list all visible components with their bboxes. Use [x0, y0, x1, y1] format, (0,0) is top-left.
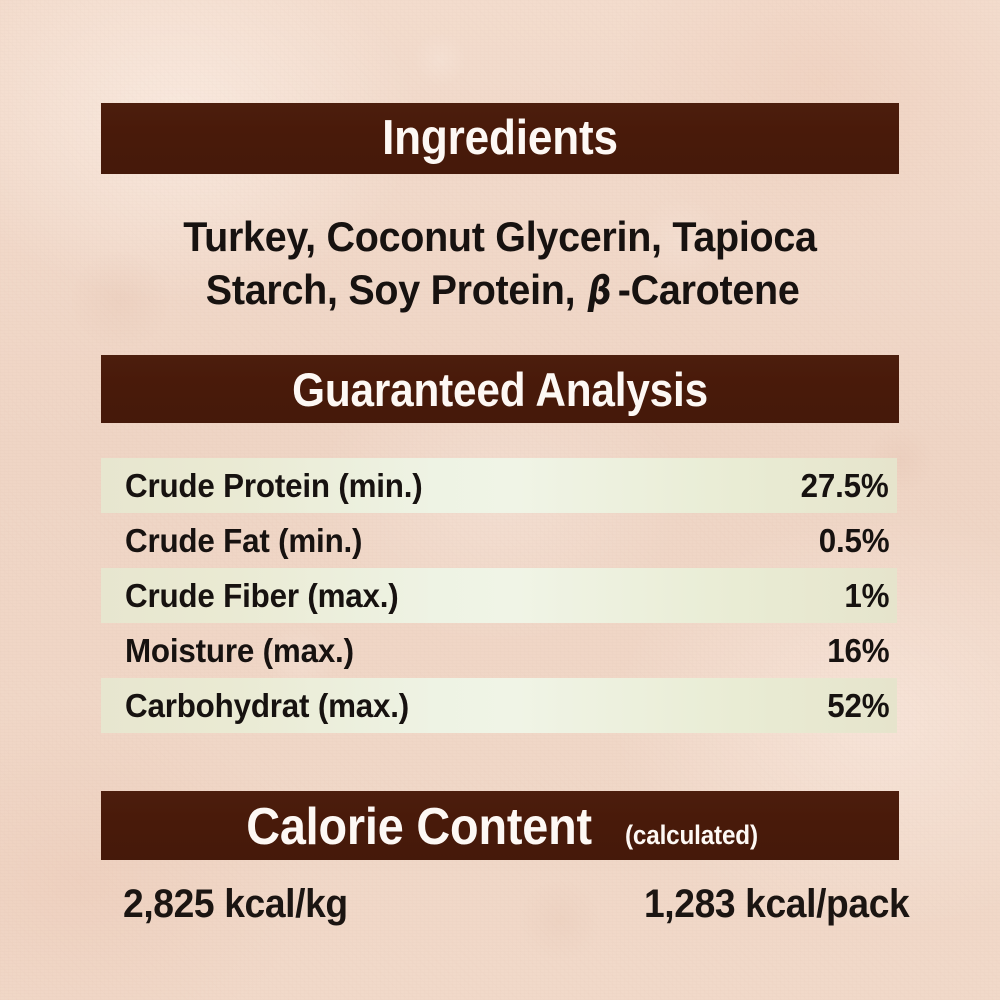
guaranteed-analysis-section-banner: Guaranteed Analysis	[101, 355, 899, 423]
nutrient-name: Crude Fat (min.)	[125, 522, 363, 559]
nutrient-value: 27.5%	[801, 467, 889, 504]
calorie-content-banner-subtitle: (calculated)	[625, 819, 759, 850]
table-row: Carbohydrat (max.) 52%	[101, 678, 897, 733]
calorie-content-banner-title: Calorie Content	[246, 797, 593, 856]
ingredients-line-2: Starch, Soy Protein, β -Carotene	[101, 263, 899, 318]
guaranteed-analysis-table: Crude Protein (min.) 27.5% Crude Fat (mi…	[101, 458, 897, 733]
calorie-values-row: 2,825 kcal/kg 1,283 kcal/pack	[101, 884, 911, 924]
calorie-banner-inner: Calorie Content (calculated)	[227, 801, 773, 853]
ingredients-line-2-tail: -Carotene	[618, 266, 800, 313]
guaranteed-analysis-banner-title: Guaranteed Analysis	[292, 362, 708, 416]
nutrient-name: Crude Fiber (max.)	[125, 577, 399, 614]
table-row: Crude Fat (min.) 0.5%	[101, 513, 897, 568]
calorie-per-pack-value: 1,283 kcal/pack	[643, 882, 910, 926]
nutrient-value: 0.5%	[818, 522, 889, 559]
nutrient-name: Moisture (max.)	[125, 632, 354, 669]
calorie-per-kg-value: 2,825 kcal/kg	[123, 882, 348, 926]
table-row: Moisture (max.) 16%	[101, 623, 897, 678]
table-row: Crude Fiber (max.) 1%	[101, 568, 897, 623]
ingredients-line-2-text: Starch, Soy Protein,	[206, 266, 576, 313]
ingredients-banner-title: Ingredients	[382, 111, 618, 165]
beta-symbol-glyph: β	[588, 269, 612, 314]
ingredients-line-1: Turkey, Coconut Glycerin, Tapioca	[101, 210, 899, 263]
nutrient-name: Crude Protein (min.)	[125, 467, 423, 504]
nutrient-value: 1%	[844, 577, 889, 614]
ingredients-line-1-text: Turkey, Coconut Glycerin, Tapioca	[183, 213, 817, 260]
ingredients-section-banner: Ingredients	[101, 103, 899, 174]
nutrient-name: Carbohydrat (max.)	[125, 687, 410, 724]
calorie-content-section-banner: Calorie Content (calculated)	[101, 791, 899, 860]
nutrient-value: 52%	[826, 687, 889, 724]
ingredients-list-text: Turkey, Coconut Glycerin, Tapioca Starch…	[101, 210, 899, 318]
table-row: Crude Protein (min.) 27.5%	[101, 458, 897, 513]
nutrient-value: 16%	[826, 632, 889, 669]
